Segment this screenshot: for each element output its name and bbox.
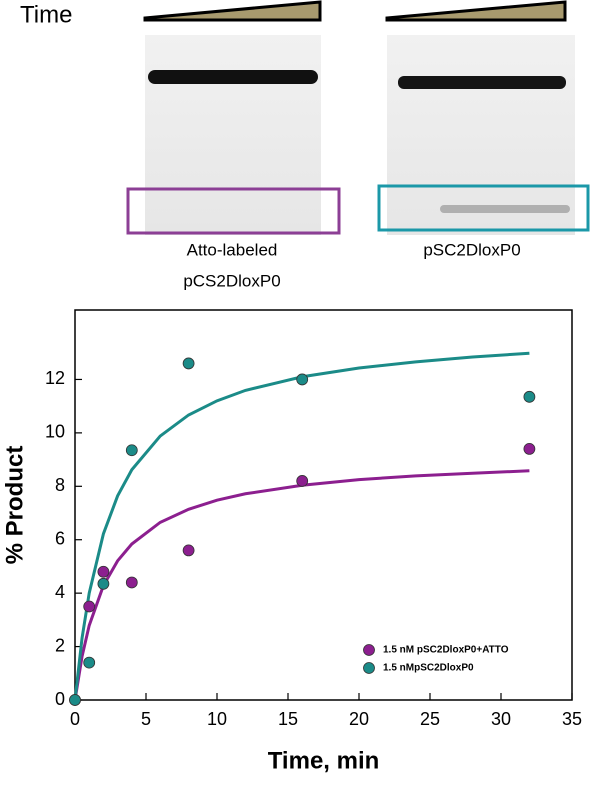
plot-frame	[74, 309, 573, 701]
data-point	[83, 600, 96, 613]
lane-label: pSC2DloxP0	[423, 240, 520, 259]
data-point	[69, 694, 81, 706]
time-label: Time	[20, 1, 72, 28]
fit-curve	[73, 469, 530, 701]
product-band	[440, 205, 570, 213]
x-tick-label: 25	[420, 709, 440, 729]
data-point	[182, 357, 195, 370]
data-point	[523, 443, 536, 455]
data-point	[296, 373, 309, 386]
gel-lanes	[145, 35, 321, 235]
y-tick-label: 12	[45, 368, 65, 388]
highlight-box	[126, 187, 341, 235]
y-tick-label: 6	[55, 528, 65, 548]
data-point	[125, 576, 138, 589]
x-tick-label: 5	[141, 709, 151, 729]
highlight-box	[377, 184, 590, 232]
x-axis-label: Time, min	[268, 747, 380, 774]
time-wedge	[143, 0, 322, 22]
data-point	[83, 656, 96, 669]
gel-band	[148, 70, 318, 84]
y-axis-label: % Product	[1, 446, 28, 565]
y-tick-label: 0	[55, 689, 65, 709]
fit-curve	[73, 351, 530, 701]
x-tick-label: 35	[562, 709, 582, 729]
y-tick-label: 8	[55, 475, 65, 495]
data-point	[523, 390, 536, 403]
gel-lanes	[387, 35, 575, 235]
legend-marker	[363, 644, 375, 656]
legend-label: 1.5 nMpSC2DloxP0	[383, 663, 474, 674]
x-tick-label: 10	[207, 709, 227, 729]
legend-label: 1.5 nM pSC2DloxP0+ATTO	[383, 645, 509, 656]
data-point	[125, 444, 138, 457]
lane-label: pCS2DloxP0	[183, 271, 280, 290]
gel-band	[398, 76, 566, 89]
time-wedge	[385, 0, 567, 22]
lane-label: Atto-labeled	[187, 240, 278, 259]
x-tick-label: 20	[349, 709, 369, 729]
x-tick-label: 0	[70, 709, 80, 729]
data-point	[296, 475, 309, 487]
y-tick-label: 2	[55, 635, 65, 655]
y-tick-label: 10	[45, 422, 65, 442]
x-tick-label: 15	[278, 709, 298, 729]
data-point	[97, 577, 110, 590]
x-tick-label: 30	[491, 709, 511, 729]
data-point	[182, 544, 195, 557]
data-point	[97, 565, 110, 578]
y-tick-label: 4	[55, 582, 65, 602]
legend-marker	[363, 662, 375, 674]
